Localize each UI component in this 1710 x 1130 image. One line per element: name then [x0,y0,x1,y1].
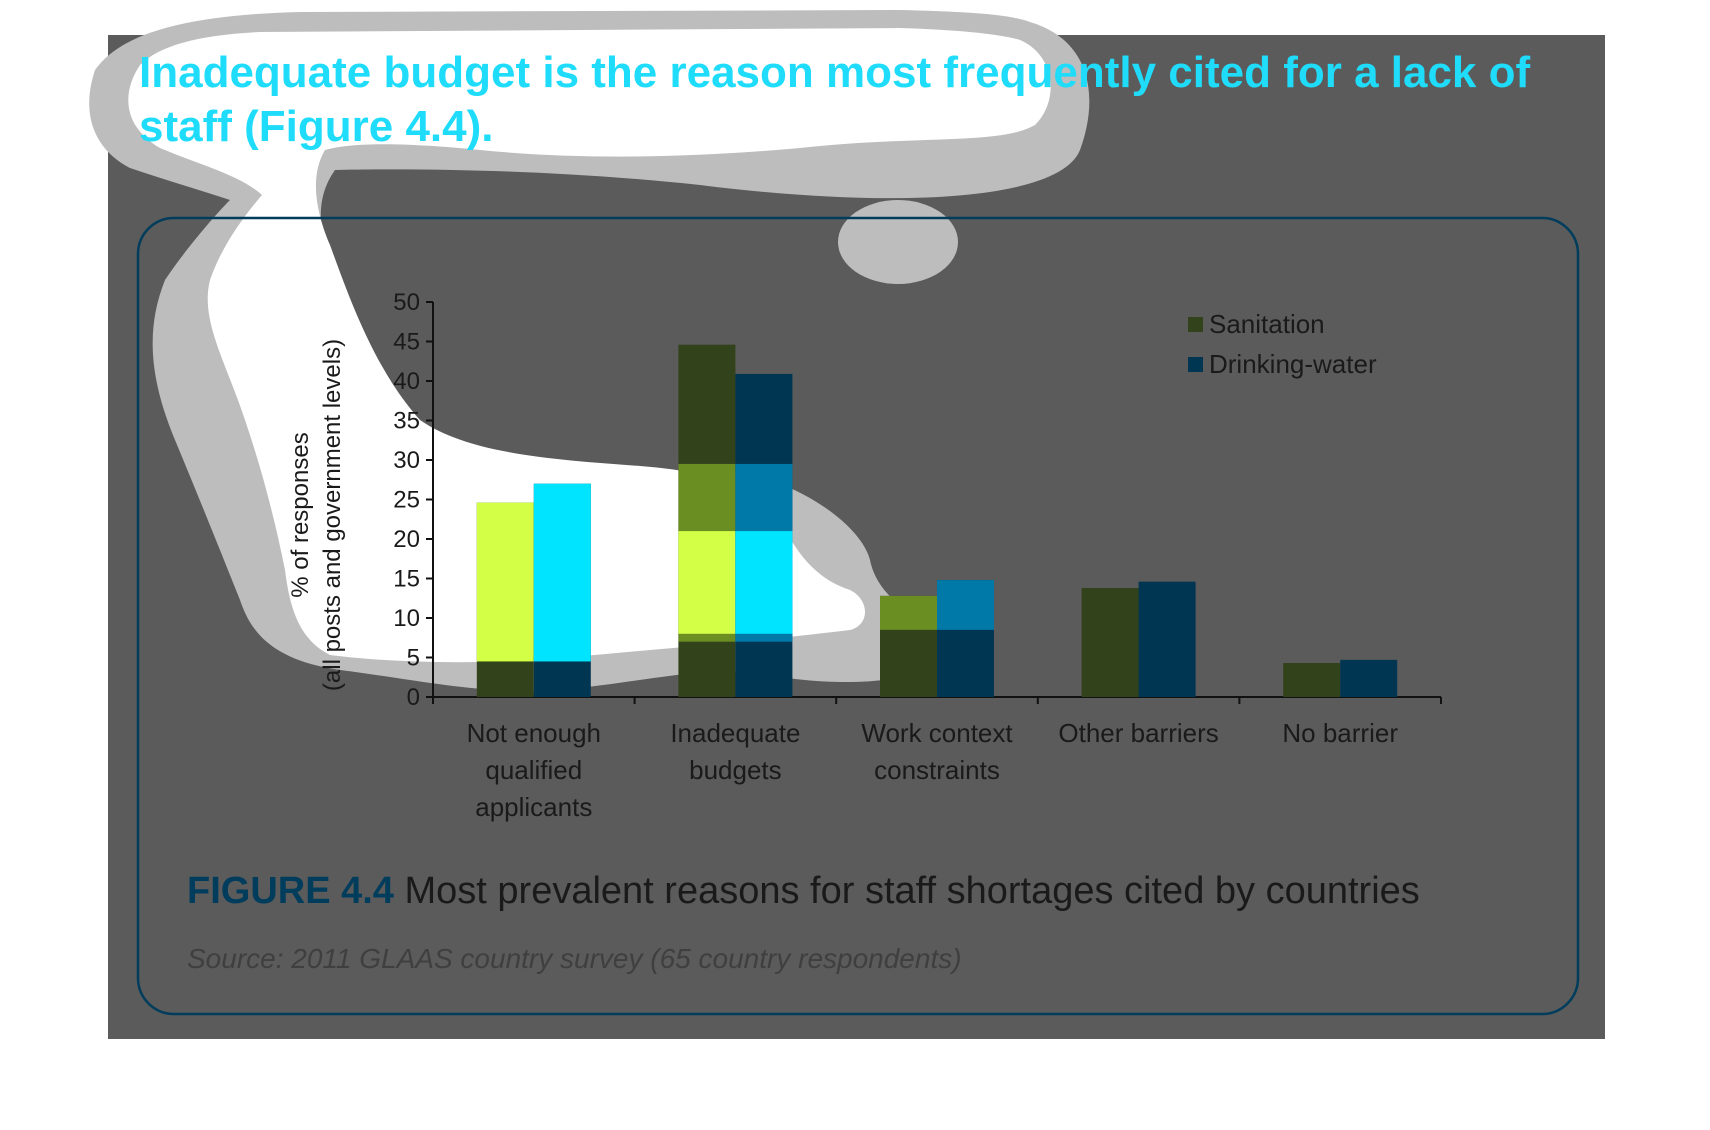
figure-panel [136,216,1580,1016]
figure-label: FIGURE 4.4 [187,870,394,912]
bar-highlight [735,531,793,634]
bar-drinking-water [1138,581,1196,697]
legend-swatch [1188,317,1203,332]
headline: Inadequate budget is the reason most fre… [139,48,1531,151]
y-tick-label: 40 [393,368,420,395]
bar-highlight [880,595,937,630]
y-tick-label: 10 [393,605,420,632]
y-tick-label: 30 [393,447,420,474]
bar-highlight [937,580,994,630]
x-tick-label: constraints [874,755,1000,785]
x-tick-label: Inadequate [670,718,800,748]
legend-swatch [1188,357,1203,372]
figure-caption: FIGURE 4.4 Most prevalent reasons for st… [187,868,1587,914]
x-tick-label: budgets [689,755,782,785]
y-tick-label: 15 [393,566,420,593]
y-axis-title: (all posts and government levels) [319,339,346,691]
y-axis-title: % of responses [287,432,314,597]
x-tick-label: Other barriers [1058,718,1218,748]
x-tick-label: Work context [861,718,1013,748]
x-tick-label: qualified [485,755,582,785]
bar-highlight [678,531,736,634]
source-note: Source: 2011 GLAAS country survey (65 co… [187,943,962,974]
y-tick-label: 25 [393,487,420,514]
bar-sanitation [1283,663,1341,697]
y-tick-label: 35 [393,408,420,435]
bar-highlight [533,483,591,662]
figure-caption-text: Most prevalent reasons for staff shortag… [393,870,1420,912]
bar-drinking-water [1340,659,1398,697]
y-tick-label: 0 [407,684,420,711]
bar-chart: 0 5 10 15 20 25 30 35 40 45 50 % of responses (all p… [287,289,1442,822]
x-tick-label: Not enough [467,718,601,748]
legend-label: Drinking-water [1209,349,1377,379]
y-tick-label: 20 [393,526,420,553]
legend-label: Sanitation [1209,309,1325,339]
bar-highlight [476,502,534,662]
x-tick-label: applicants [475,792,592,822]
y-tick-label: 50 [393,289,420,316]
bar-sanitation [1081,587,1139,697]
y-tick-label: 45 [393,329,420,356]
x-tick-label: No barrier [1282,718,1398,748]
y-tick-label: 5 [407,645,420,672]
